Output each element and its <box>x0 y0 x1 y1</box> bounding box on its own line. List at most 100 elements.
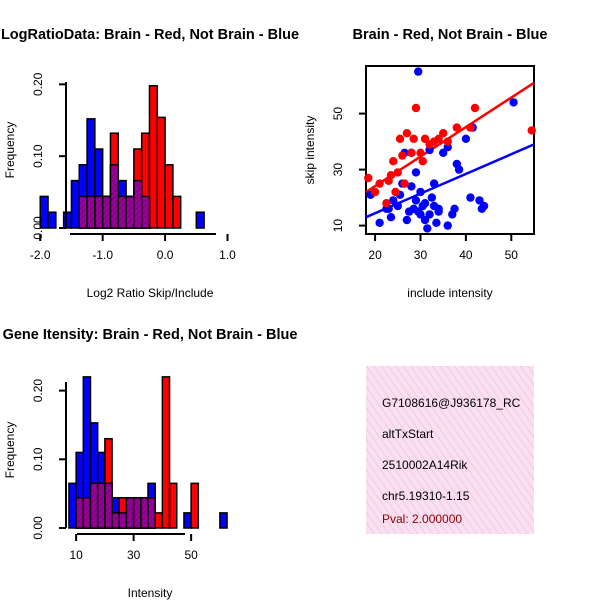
scatter-y-ticks: 10 30 50 <box>331 107 366 233</box>
intensity-bar-overlap-hatch <box>140 497 148 528</box>
scatter-point <box>420 134 430 143</box>
scatter-point <box>443 137 452 146</box>
scatter-x-tick-label: 30 <box>414 248 428 262</box>
ratio-x-tick-label: -1.0 <box>92 248 113 262</box>
intensity-bar-brain <box>154 512 164 529</box>
intensity-x-ticks: 10 30 50 <box>69 534 198 562</box>
intensity-bar-brain <box>168 482 178 529</box>
scatter-y-tick-label: 50 <box>331 107 345 121</box>
scatter-point <box>509 98 518 107</box>
scatter-point <box>432 218 441 227</box>
intensity-y-ticks: 0.00 0.10 0.20 <box>31 379 66 540</box>
ratio-bar-overlap-hatch <box>133 180 142 228</box>
scatter-point <box>475 196 484 205</box>
scatter-point <box>443 221 452 230</box>
intensity-bar-overlap-hatch <box>90 483 98 528</box>
scatter-point <box>454 165 464 174</box>
intensity-bar-brain <box>161 376 171 529</box>
scatter-point <box>416 187 425 197</box>
intensity-bar-overlap-hatch <box>133 497 141 528</box>
ratio-y-tick-label: 0.10 <box>31 144 45 168</box>
scatter-x-tick-label: 50 <box>505 248 519 262</box>
scatter-point <box>438 148 448 157</box>
ratio-x-ticks: -2.0 -1.0 0.0 1.0 <box>30 234 236 262</box>
intensity-chart-title: Gene Itensity: Brain - Red, Not Brain - … <box>3 327 298 343</box>
scatter-point <box>466 123 475 132</box>
scatter-point <box>393 201 402 211</box>
intensity-bar-not-brain <box>183 512 192 529</box>
intensity-bar-overlap-hatch <box>112 512 120 528</box>
intensity-bar-overlap-hatch <box>104 483 113 528</box>
scatter-point <box>452 123 462 132</box>
ratio-bar-not-brain <box>62 211 73 229</box>
scatter-point <box>375 218 384 227</box>
scatter-point <box>418 157 427 166</box>
intensity-x-tick-label: 50 <box>184 548 198 562</box>
scatter-point <box>427 193 437 202</box>
ratio-bar-brain <box>148 85 159 229</box>
gene-info-panel: G7108616@J936178_RC altTxStart 2510002A1… <box>366 366 534 534</box>
scatter-point <box>434 207 443 216</box>
info-line-gene-name: 2510002A14Rik <box>382 458 468 472</box>
ratio-bar-not-brain <box>47 211 57 229</box>
info-line-location: chr5.19310-1.15 <box>382 489 470 503</box>
scatter-point <box>375 179 384 188</box>
scatter-point <box>382 199 391 208</box>
scatter-y-tick-label: 10 <box>331 219 345 233</box>
scatter-x-ticks: 20 30 40 50 <box>368 234 518 262</box>
intensity-y-tick-label: 0.10 <box>31 447 45 471</box>
intensity-bar-not-brain <box>68 482 77 529</box>
scatter-point <box>402 215 412 225</box>
scatter-point <box>391 187 400 197</box>
ratio-x-tick-label: -2.0 <box>30 248 51 262</box>
scatter-point <box>370 187 380 197</box>
intensity-histogram-panel: Gene Itensity: Brain - Red, Not Brain - … <box>3 327 298 600</box>
intensity-bar-brain <box>190 482 200 529</box>
intensity-x-axis-label: Intensity <box>128 586 173 600</box>
scatter-point <box>386 171 396 180</box>
info-pval: Pval: 2.000000 <box>382 512 462 526</box>
intensity-y-tick-label: 0.20 <box>31 379 45 403</box>
intensity-bar-not-brain <box>219 512 228 529</box>
scatter-plot-box <box>365 65 535 235</box>
scatter-y-tick-label: 30 <box>331 163 345 177</box>
ratio-y-axis-label: Frequency <box>3 122 17 179</box>
scatter-point <box>461 134 471 143</box>
scatter-point <box>393 168 402 177</box>
intensity-bar-overlap-hatch <box>119 512 127 528</box>
scatter-point <box>414 67 423 76</box>
ratio-y-tick-label: 0.20 <box>31 72 45 96</box>
ratio-bar-overlap-hatch <box>110 164 119 228</box>
scatter-points <box>364 67 536 233</box>
scatter-x-tick-label: 20 <box>368 248 382 262</box>
scatter-x-tick-label: 40 <box>459 248 473 262</box>
scatter-panel: Brain - Red, Not Brain - Blue 20 30 40 50 1… <box>303 27 547 300</box>
scatter-point <box>402 129 412 138</box>
scatter-point <box>425 210 434 219</box>
intensity-y-tick-label: 0.00 <box>31 516 45 540</box>
scatter-point <box>470 103 480 113</box>
ratio-bar-brain <box>172 195 182 229</box>
ratio-overlap <box>78 164 151 229</box>
scatter-point <box>438 129 448 138</box>
scatter-point <box>466 193 475 202</box>
scatter-point <box>411 103 421 113</box>
scatter-point <box>400 179 409 188</box>
ratio-bar-overlap-hatch <box>79 196 88 228</box>
ratio-bar-overlap-hatch <box>87 196 95 228</box>
scatter-chart-title: Brain - Red, Not Brain - Blue <box>353 27 548 43</box>
ratio-bar-not-brain <box>70 179 81 229</box>
ratio-bar-overlap-hatch <box>102 196 111 228</box>
info-panel-hatch <box>366 366 534 534</box>
scatter-point <box>420 215 430 225</box>
scatter-point <box>416 148 425 157</box>
ratio-bar-overlap-hatch <box>94 196 103 228</box>
ratio-bar-overlap-hatch <box>141 196 150 228</box>
scatter-point <box>429 179 439 188</box>
intensity-x-tick-label: 30 <box>127 548 141 562</box>
scatter-point <box>479 201 489 211</box>
intensity-overlap <box>75 482 156 529</box>
ratio-x-axis-label: Log2 Ratio Skip/Include <box>87 286 214 300</box>
ratio-y-ticks: 0.00 0.10 0.20 <box>31 72 66 240</box>
ratio-x-tick-label: 0.0 <box>157 248 174 262</box>
